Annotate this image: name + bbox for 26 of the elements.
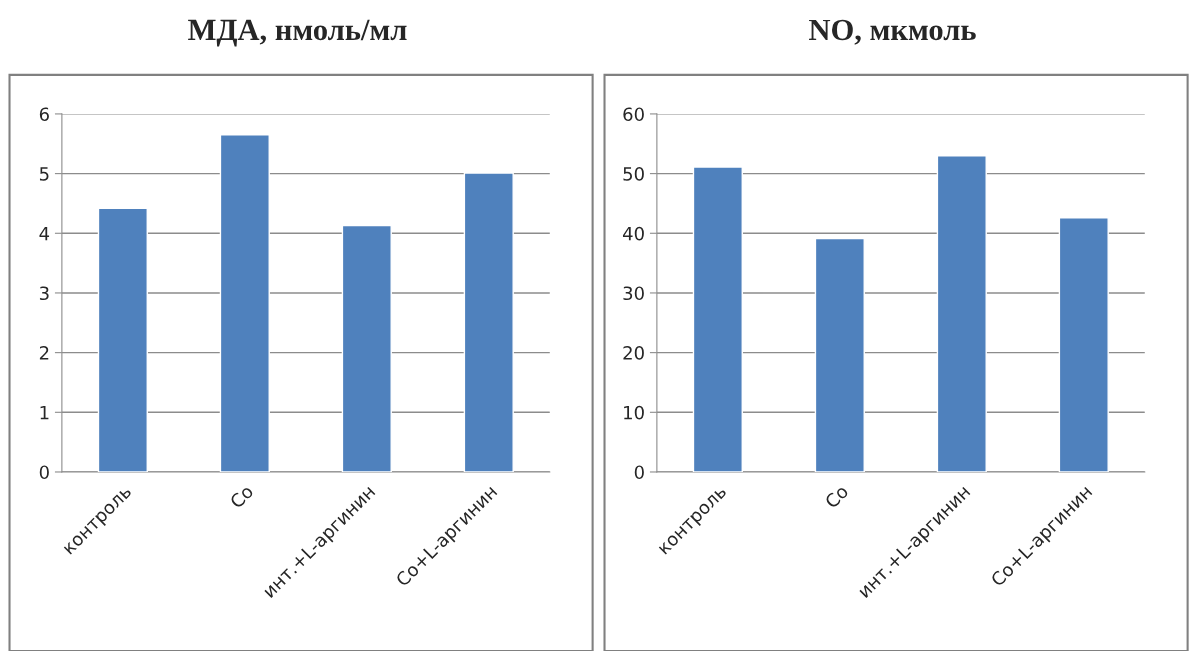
y-tick-label: 4 (39, 226, 50, 241)
y-tick-label: 0 (634, 465, 644, 480)
y-tick-label: 6 (39, 107, 49, 122)
y-tick-label: 30 (623, 286, 644, 301)
x-tick-label: Co (824, 484, 850, 509)
y-tick-label: 3 (39, 286, 49, 301)
y-tick-label: 10 (624, 405, 644, 420)
y-tick-label: 1 (40, 406, 49, 420)
bar (936, 155, 987, 472)
chart-title: МДА, нмоль/мл (188, 19, 407, 47)
y-tick-label: 5 (39, 167, 49, 181)
bar (814, 237, 865, 472)
bar (341, 224, 392, 472)
y-tick-label: 60 (623, 107, 644, 122)
bar (97, 207, 148, 472)
bar (1058, 217, 1109, 472)
y-tick-label: 2 (39, 346, 49, 360)
y-tick-label: 50 (623, 167, 644, 181)
bar (463, 172, 514, 472)
chart-title: NO, мкмоль (809, 19, 976, 45)
y-tick-label: 40 (622, 226, 644, 241)
bar (692, 166, 743, 472)
y-tick-label: 20 (623, 346, 644, 360)
bar (219, 134, 270, 472)
x-tick-label: Co (229, 484, 255, 509)
y-tick-label: 0 (39, 465, 49, 480)
